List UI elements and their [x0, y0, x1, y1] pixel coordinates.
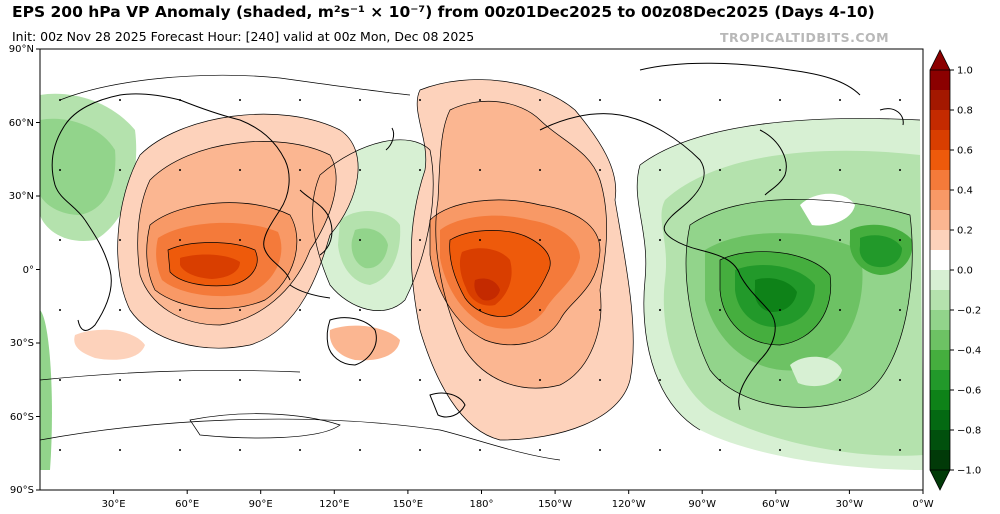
map-subtitle: Init: 00z Nov 28 2025 Forecast Hour: [24…: [12, 29, 475, 44]
colorbar-tick-label: −0.4: [957, 346, 981, 357]
lat-label: 30°N: [9, 191, 34, 202]
colorbar-tick-label: −0.2: [957, 306, 981, 317]
lat-label: 90°S: [10, 485, 34, 496]
colorbar: 1.0 0.8 0.6 0.4 0.2 0.0 −0.2 −0.4 −0.6 −0.8 −1.0: [929, 49, 981, 491]
colorbar-tick-label: 0.0: [957, 266, 973, 277]
colorbar-ticks: 1.0 0.8 0.6 0.4 0.2 0.0 −0.2 −0.4 −0.6 −0.8 −1.0: [950, 66, 981, 477]
contour-lines: [40, 74, 921, 461]
colorbar-band: [930, 210, 950, 231]
lon-label: 120°W: [612, 499, 646, 510]
colorbar-band: [930, 130, 950, 151]
coastlines: [51, 62, 904, 418]
map-title: EPS 200 hPa VP Anomaly (shaded, m²s⁻¹ × …: [12, 3, 875, 21]
lat-label: 60°N: [9, 118, 34, 129]
colorbar-tick-label: −1.0: [957, 466, 981, 477]
lon-label: 150°E: [393, 499, 423, 510]
positive-anomaly-central-pacific: [74, 79, 634, 440]
lat-label: 0°: [23, 265, 34, 276]
negative-anomaly-atlantic: [40, 93, 923, 471]
lon-label: 30°W: [836, 499, 864, 510]
colorbar-band: [930, 350, 950, 371]
colorbar-tick-label: 0.2: [957, 226, 973, 237]
lon-label: 150°W: [538, 499, 572, 510]
colorbar-band: [930, 330, 950, 351]
lon-label: 30°E: [102, 499, 126, 510]
colorbar-band: [930, 450, 950, 471]
map-plot-area: [40, 49, 923, 490]
colorbar-band: [930, 250, 950, 271]
colorbar-extend-max: [929, 49, 951, 71]
colorbar-band: [930, 390, 950, 411]
longitude-axis: 30°E 60°E 90°E 120°E 150°E 180° 150°W 12…: [102, 490, 934, 510]
neutral-patch: [790, 356, 842, 387]
colorbar-band: [930, 190, 950, 211]
latitude-axis: 90°N 60°N 30°N 0° 30°S 60°S 90°S: [9, 44, 40, 496]
colorbar-band: [930, 170, 950, 191]
colorbar-tick-label: 0.8: [957, 106, 973, 117]
wind-vectors: [59, 99, 901, 451]
colorbar-band: [930, 410, 950, 431]
colorbar-band: [930, 110, 950, 131]
colorbar-band: [930, 90, 950, 111]
colorbar-tick-label: 1.0: [957, 66, 973, 77]
colorbar-band: [930, 370, 950, 391]
colorbar-band: [930, 70, 950, 91]
lon-label: 90°E: [249, 499, 273, 510]
colorbar-tick-label: 0.6: [957, 146, 973, 157]
colorbar-band: [930, 270, 950, 291]
colorbar-band: [930, 150, 950, 171]
colorbar-tick-label: −0.8: [957, 426, 981, 437]
lat-label: 30°S: [10, 338, 34, 349]
colorbar-bands: [930, 70, 950, 471]
colorbar-tick-label: −0.6: [957, 386, 981, 397]
lon-label: 90°W: [688, 499, 716, 510]
colorbar-band: [930, 310, 950, 331]
colorbar-extend-min: [929, 469, 951, 491]
brand-watermark: TROPICALTIDBITS.COM: [720, 30, 890, 45]
lon-label: 120°E: [319, 499, 349, 510]
lat-label: 60°S: [10, 412, 34, 423]
colorbar-band: [930, 230, 950, 251]
lon-label: 180°: [469, 499, 493, 510]
lat-label: 90°N: [9, 44, 34, 55]
lon-label: 0°W: [912, 499, 933, 510]
colorbar-band: [930, 430, 950, 451]
lon-label: 60°W: [762, 499, 790, 510]
lon-label: 60°E: [175, 499, 199, 510]
colorbar-band: [930, 290, 950, 311]
colorbar-tick-label: 0.4: [957, 186, 973, 197]
